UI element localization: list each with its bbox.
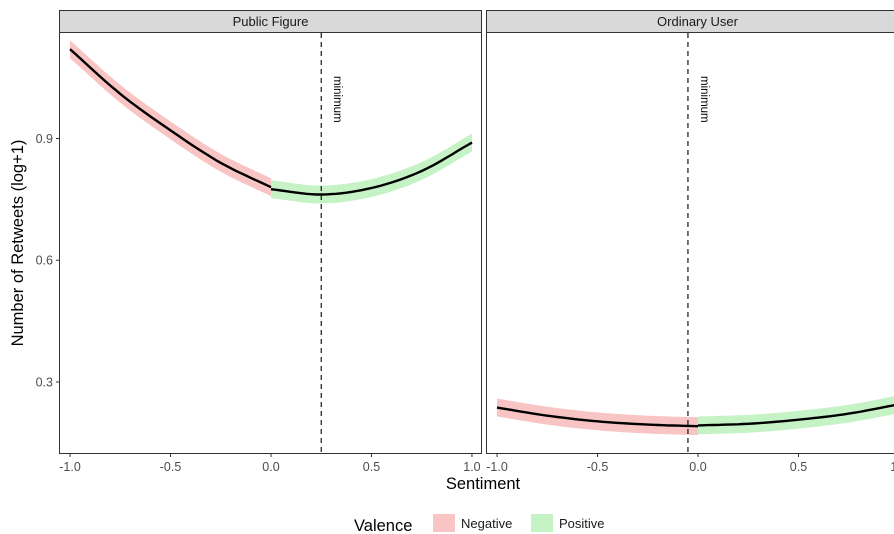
- x-tick-label: 1.0: [463, 460, 480, 474]
- y-axis-title: Number of Retweets (log+1): [9, 140, 27, 347]
- y-tick-label: 0.6: [36, 254, 53, 268]
- x-tick-label: -0.5: [160, 460, 182, 474]
- legend-label-positive: Positive: [559, 516, 605, 531]
- fitted-line-negative: [69, 48, 272, 189]
- x-axis-title: Sentiment: [446, 475, 521, 493]
- legend: Valence Negative Positive: [354, 514, 605, 534]
- fitted-line-positive: [697, 404, 894, 427]
- panel-border: [486, 32, 894, 454]
- legend-key-negative: [433, 514, 455, 532]
- minimum-label: minimum: [331, 76, 343, 123]
- x-axis: -1.0 -0.5 0.0 0.5 1.0: [486, 453, 894, 474]
- x-tick-label: -1.0: [59, 460, 81, 474]
- minimum-label: minimum: [698, 76, 710, 123]
- confidence-bands: [70, 40, 472, 204]
- y-tick-label: 0.3: [36, 375, 53, 389]
- x-tick-label: 0.0: [262, 460, 279, 474]
- legend-label-negative: Negative: [461, 516, 512, 531]
- legend-key-positive: [531, 514, 553, 532]
- fitted-curves: [69, 48, 473, 196]
- y-tick-label: 0.9: [36, 132, 53, 146]
- x-tick-label: 0.5: [790, 460, 807, 474]
- confidence-band-negative: [70, 40, 271, 197]
- confidence-band-negative: [497, 398, 698, 436]
- x-axis: -1.0 -0.5 0.0 0.5 1.0: [59, 453, 481, 474]
- confidence-band-positive: [271, 133, 472, 204]
- y-axis: 0.3 0.6 0.9: [36, 132, 60, 389]
- confidence-band-positive: [698, 396, 894, 435]
- x-tick-label: 0.5: [363, 460, 380, 474]
- fitted-line-negative: [496, 406, 699, 428]
- legend-title: Valence: [354, 517, 412, 534]
- x-tick-label: -0.5: [587, 460, 609, 474]
- x-tick-label: 1.0: [890, 460, 894, 474]
- strip-title: Ordinary User: [657, 14, 739, 29]
- panel-public-figure: Public Figure minimum 0.3 0.6 0.9 -1.0 -0.5…: [36, 10, 482, 474]
- fitted-curves: [496, 404, 894, 428]
- panel-ordinary-user: Ordinary User minimum -1.0 -0.5 0.0 0.5 1.0: [486, 10, 894, 474]
- strip-title: Public Figure: [233, 14, 309, 29]
- x-tick-label: 0.0: [689, 460, 706, 474]
- fitted-line-positive: [270, 141, 473, 196]
- x-tick-label: -1.0: [486, 460, 508, 474]
